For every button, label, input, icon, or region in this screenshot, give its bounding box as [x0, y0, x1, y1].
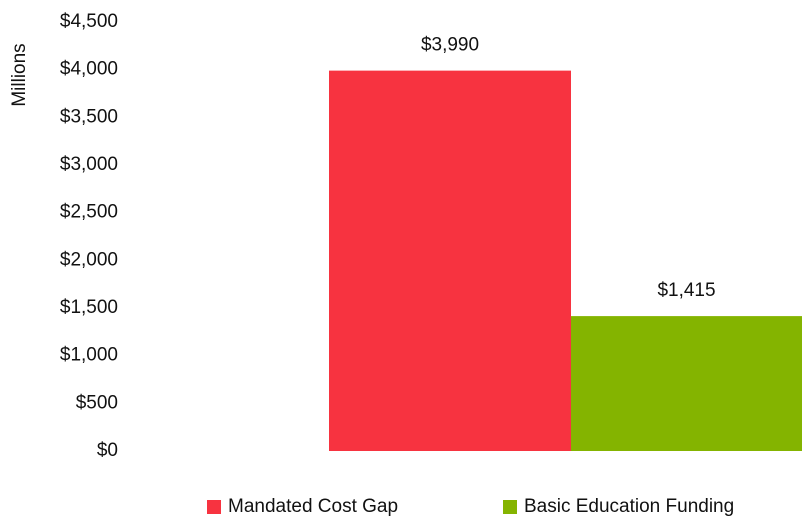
y-tick-label: $2,000: [60, 249, 118, 270]
y-tick-label: $2,500: [60, 202, 118, 223]
bar: [329, 70, 571, 452]
y-tick-label: $1,500: [60, 297, 118, 318]
legend-swatch: [503, 500, 517, 514]
y-tick-label: $4,000: [60, 59, 118, 80]
y-tick-label: $4,500: [60, 11, 118, 32]
legend-label: Basic Education Funding: [524, 496, 734, 517]
y-tick-label: $0: [97, 440, 118, 461]
y-tick-label: $500: [76, 392, 118, 413]
y-axis-label: Millions: [9, 43, 30, 106]
legend-label: Mandated Cost Gap: [228, 496, 398, 517]
y-tick-label: $3,000: [60, 154, 118, 175]
bar: [571, 316, 802, 451]
y-tick-label: $3,500: [60, 106, 118, 127]
data-label: $3,990: [421, 35, 479, 56]
y-tick-label: $1,000: [60, 345, 118, 366]
data-label: $1,415: [657, 280, 715, 301]
legend-swatch: [207, 500, 221, 514]
